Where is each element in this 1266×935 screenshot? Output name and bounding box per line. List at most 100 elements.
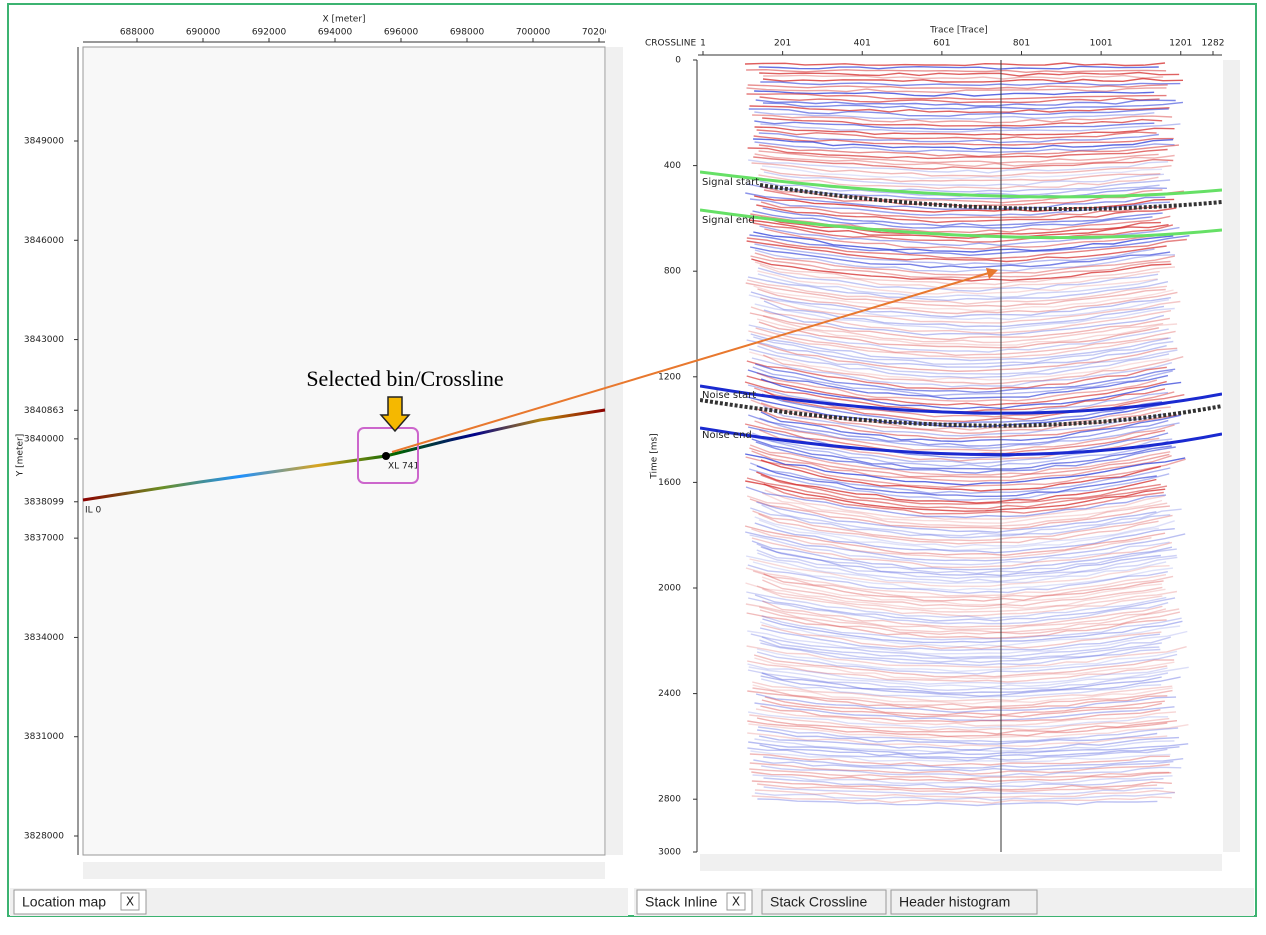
seismic-trace (761, 765, 1182, 777)
seismic-trace (760, 546, 1161, 577)
horizon-label: Noise start (702, 390, 756, 401)
seismic-trace (754, 522, 1175, 554)
seismic-trace (745, 453, 1186, 486)
seismic-trace (754, 243, 1155, 266)
seismic-trace (752, 774, 1173, 786)
seismic-trace (763, 309, 1165, 336)
v-scrollbar[interactable] (606, 47, 623, 855)
seismic-trace (761, 699, 1163, 719)
tab-close[interactable] (726, 892, 746, 911)
seismic-trace (760, 459, 1162, 492)
seismic-trace (756, 585, 1178, 613)
seismic-trace (748, 108, 1169, 117)
seismic-trace (752, 510, 1173, 542)
seismic-trace (762, 588, 1163, 617)
seismic-trace (753, 156, 1174, 170)
seismic-trace (752, 222, 1174, 243)
link-arrowhead (986, 268, 998, 279)
v-scrollbar[interactable] (1223, 60, 1240, 852)
seismic-trace (753, 336, 1174, 365)
seismic-trace (745, 480, 1166, 512)
seismic-trace (746, 279, 1168, 305)
x-tick-label: 801 (1013, 39, 1030, 49)
seismic-trace (754, 249, 1175, 273)
tab-label: Stack Crossline (770, 894, 867, 910)
seismic-trace (749, 762, 1170, 775)
seismic-trace (763, 300, 1165, 328)
seismic-trace (750, 750, 1171, 763)
seismic-trace (746, 87, 1167, 94)
seismic-trace (761, 636, 1162, 660)
seismic-trace (749, 234, 1190, 257)
seismic-trace (748, 666, 1189, 689)
seismic-trace (762, 101, 1184, 110)
seismic-trace (757, 267, 1159, 293)
seismic-trace (762, 354, 1184, 385)
tab-close-label: X (126, 895, 134, 909)
seismic-trace (762, 117, 1163, 127)
h-scrollbar[interactable] (83, 862, 605, 879)
seismic-trace (761, 615, 1182, 641)
seismic-trace (753, 138, 1174, 150)
tab[interactable] (890, 889, 1038, 915)
seismic-trace (758, 132, 1159, 144)
seismic-trace (750, 255, 1171, 279)
seismic-trace (747, 276, 1169, 302)
map-plot (82, 46, 606, 856)
seismic-trace (746, 240, 1167, 263)
seismic-trace (751, 528, 1152, 559)
tab-close[interactable] (120, 892, 140, 911)
seismic-trace (756, 651, 1178, 675)
seismic-trace (761, 672, 1162, 694)
tab[interactable] (761, 889, 887, 915)
seismic-trace (747, 564, 1168, 595)
seismic-trace (758, 726, 1179, 743)
seismic-trace (745, 192, 1166, 211)
seismic-trace (754, 516, 1175, 548)
seismic-trace (751, 771, 1172, 783)
seismic-trace (759, 180, 1160, 198)
tab-close-label: X (732, 895, 740, 909)
seismic-trace (759, 264, 1160, 289)
y-tick-label: 3831000 (24, 732, 64, 742)
seismic-trace (757, 729, 1158, 745)
seismic-trace (749, 714, 1170, 732)
seismic-trace (752, 684, 1173, 705)
seismic-trace (756, 648, 1178, 673)
seismic-trace (751, 537, 1173, 569)
seismic-trace (748, 597, 1169, 625)
seismic-trace (746, 645, 1187, 668)
y-tick-label: 3849000 (24, 137, 64, 147)
seismic-trace (748, 348, 1170, 379)
seismic-trace (754, 594, 1176, 622)
seismic-trace (758, 150, 1159, 164)
seismic-trace (758, 321, 1160, 349)
seismic-trace (747, 396, 1168, 428)
seismic-trace (758, 735, 1180, 751)
seismic-trace (748, 468, 1170, 501)
seismic-trace (757, 345, 1178, 375)
seismic-trace (756, 717, 1178, 735)
down-arrow (379, 396, 411, 433)
seismic-trace (745, 282, 1166, 308)
seismic-trace (757, 270, 1158, 295)
selected-bin[interactable] (382, 452, 390, 460)
seismic-trace (748, 159, 1169, 174)
seismic-trace (754, 791, 1175, 802)
seismic-trace (756, 465, 1157, 497)
seismic-trace (761, 624, 1162, 650)
seismic-trace (759, 627, 1161, 651)
seismic-trace (746, 375, 1167, 407)
seismic-trace (746, 237, 1187, 260)
seismic-trace (745, 603, 1167, 631)
start-label: IL 0 (85, 506, 102, 516)
seismic-trace (759, 71, 1180, 77)
seismic-trace (751, 357, 1173, 388)
seismic-trace (749, 498, 1170, 530)
seismic-trace (746, 495, 1168, 528)
seismic-trace (752, 687, 1173, 708)
h-scrollbar[interactable] (700, 854, 1222, 871)
seismic-trace (762, 77, 1184, 83)
